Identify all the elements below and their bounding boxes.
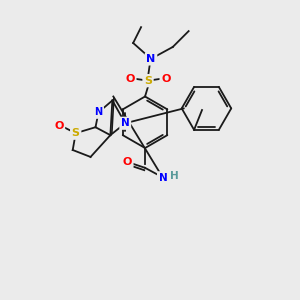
Text: O: O [161, 74, 170, 84]
Text: N: N [121, 118, 130, 128]
Text: S: S [144, 76, 152, 85]
Text: O: O [122, 157, 132, 167]
Text: O: O [125, 74, 135, 84]
Text: O: O [54, 121, 64, 131]
Text: S: S [72, 128, 80, 138]
Text: N: N [158, 173, 167, 183]
Text: N: N [94, 107, 103, 117]
Text: N: N [146, 54, 156, 64]
Text: H: H [170, 171, 179, 181]
